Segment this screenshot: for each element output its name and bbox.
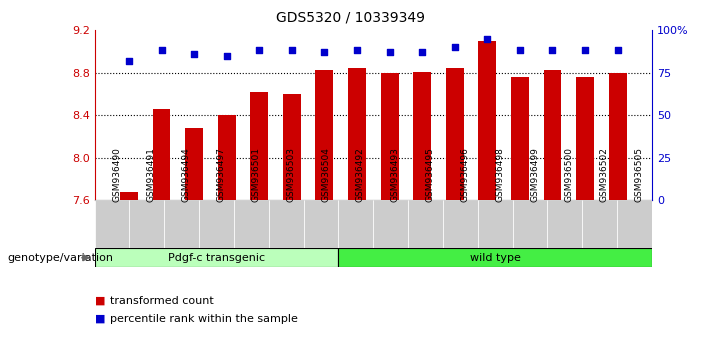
Text: GSM936497: GSM936497 <box>217 148 226 202</box>
Text: GSM936500: GSM936500 <box>565 147 574 202</box>
Point <box>384 49 395 55</box>
Bar <box>268 200 304 248</box>
Bar <box>250 92 268 200</box>
Text: GSM936498: GSM936498 <box>495 148 504 202</box>
Point <box>286 48 297 53</box>
Bar <box>120 192 138 200</box>
Bar <box>339 248 652 267</box>
Bar <box>381 73 399 200</box>
Point <box>123 58 135 63</box>
Text: ■: ■ <box>95 314 105 324</box>
Bar <box>408 200 443 248</box>
Bar <box>511 77 529 200</box>
Bar <box>478 200 512 248</box>
Bar <box>283 94 301 200</box>
Bar <box>374 200 408 248</box>
Point <box>547 48 558 53</box>
Text: GSM936505: GSM936505 <box>634 147 644 202</box>
Bar <box>234 200 268 248</box>
Bar <box>339 200 374 248</box>
Text: GSM936501: GSM936501 <box>252 147 260 202</box>
Point <box>189 51 200 57</box>
Point <box>254 48 265 53</box>
Text: GSM936496: GSM936496 <box>461 148 470 202</box>
Text: ■: ■ <box>95 296 105 306</box>
Bar <box>315 70 334 200</box>
Bar <box>199 200 234 248</box>
Point <box>449 44 461 50</box>
Text: GSM936495: GSM936495 <box>426 148 435 202</box>
Text: GSM936491: GSM936491 <box>147 148 156 202</box>
Bar <box>543 70 562 200</box>
Bar <box>547 200 583 248</box>
Bar <box>153 109 170 200</box>
Text: GSM936503: GSM936503 <box>286 147 295 202</box>
Bar <box>576 77 594 200</box>
Bar <box>95 200 130 248</box>
Bar <box>130 200 164 248</box>
Text: GSM936492: GSM936492 <box>356 148 365 202</box>
Bar <box>608 73 627 200</box>
Bar <box>413 72 431 200</box>
Point <box>156 48 167 53</box>
Bar <box>304 200 339 248</box>
Point <box>416 49 428 55</box>
Bar <box>583 200 617 248</box>
Bar <box>218 115 236 200</box>
Text: GSM936490: GSM936490 <box>112 148 121 202</box>
Text: GSM936493: GSM936493 <box>390 148 400 202</box>
Bar <box>446 68 463 200</box>
Text: GSM936499: GSM936499 <box>530 148 539 202</box>
Text: GDS5320 / 10339349: GDS5320 / 10339349 <box>276 11 425 25</box>
Point <box>351 48 362 53</box>
Point <box>221 53 232 58</box>
Bar <box>478 41 496 200</box>
Text: percentile rank within the sample: percentile rank within the sample <box>110 314 298 324</box>
Bar <box>185 128 203 200</box>
Point <box>319 49 330 55</box>
Point <box>612 48 623 53</box>
Text: wild type: wild type <box>470 252 521 263</box>
Point <box>580 48 591 53</box>
Bar <box>617 200 652 248</box>
Text: genotype/variation: genotype/variation <box>7 253 113 263</box>
Bar <box>95 248 339 267</box>
Text: GSM936504: GSM936504 <box>321 148 330 202</box>
Text: GSM936502: GSM936502 <box>599 148 608 202</box>
Bar <box>443 200 478 248</box>
Point <box>515 48 526 53</box>
Text: GSM936494: GSM936494 <box>182 148 191 202</box>
Text: Pdgf-c transgenic: Pdgf-c transgenic <box>168 252 265 263</box>
Point <box>482 36 493 41</box>
Bar <box>164 200 199 248</box>
Text: transformed count: transformed count <box>110 296 214 306</box>
Bar <box>512 200 547 248</box>
Bar <box>348 68 366 200</box>
